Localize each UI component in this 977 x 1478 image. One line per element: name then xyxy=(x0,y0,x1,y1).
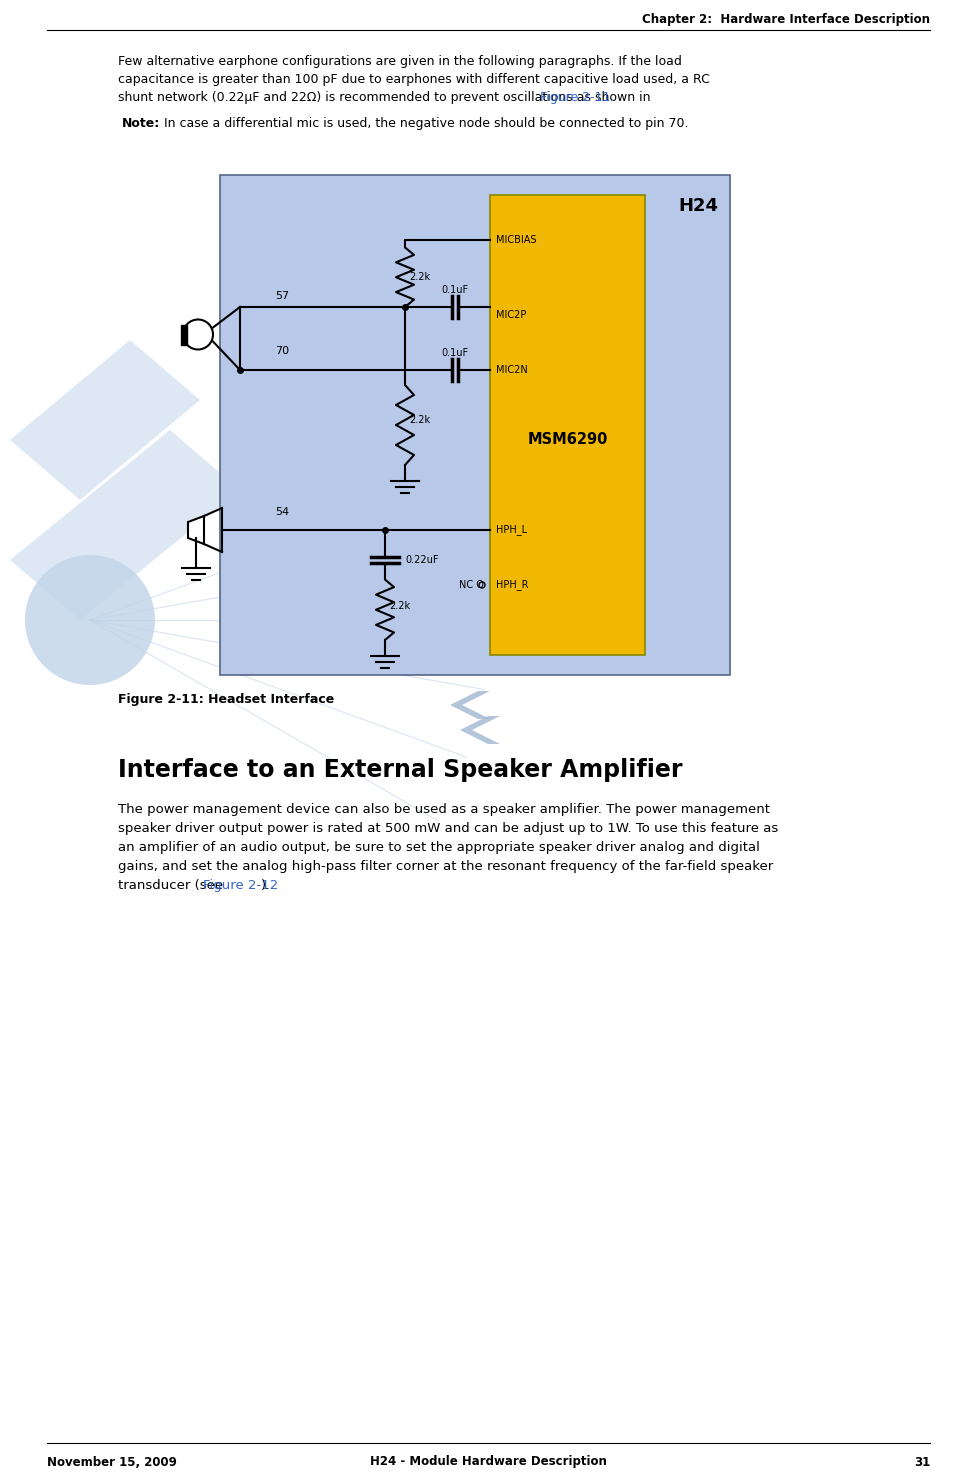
Text: Few alternative earphone configurations are given in the following paragraphs. I: Few alternative earphone configurations … xyxy=(118,55,682,68)
Text: 0.1uF: 0.1uF xyxy=(442,285,469,296)
Text: MSM6290: MSM6290 xyxy=(528,433,608,448)
Text: ).: ). xyxy=(261,879,271,893)
Text: MIC2P: MIC2P xyxy=(496,310,527,321)
Polygon shape xyxy=(10,340,200,500)
Bar xyxy=(181,325,187,344)
Text: capacitance is greater than 100 pF due to earphones with different capacitive lo: capacitance is greater than 100 pF due t… xyxy=(118,72,710,86)
Circle shape xyxy=(25,556,155,684)
Text: Figure 2-12: Figure 2-12 xyxy=(203,879,278,893)
Text: 0.22uF: 0.22uF xyxy=(405,556,439,565)
Text: 2.2k: 2.2k xyxy=(409,272,430,282)
Text: 54: 54 xyxy=(275,507,289,517)
Text: Interface to an External Speaker Amplifier: Interface to an External Speaker Amplifi… xyxy=(118,758,683,782)
Text: MICBIAS: MICBIAS xyxy=(496,235,536,245)
Text: 57: 57 xyxy=(275,291,289,302)
Polygon shape xyxy=(450,692,490,718)
Text: The power management device can also be used as a speaker amplifier. The power m: The power management device can also be … xyxy=(118,803,770,816)
Text: shunt network (0.22μF and 22Ω) is recommended to prevent oscillations as shown i: shunt network (0.22μF and 22Ω) is recomm… xyxy=(118,92,655,103)
Text: 70: 70 xyxy=(275,346,289,356)
Text: gains, and set the analog high-pass filter corner at the resonant frequency of t: gains, and set the analog high-pass filt… xyxy=(118,860,773,873)
Text: Note:: Note: xyxy=(122,117,160,130)
Text: Figure 2-11: Headset Interface: Figure 2-11: Headset Interface xyxy=(118,693,334,706)
Text: 2.2k: 2.2k xyxy=(389,602,410,610)
Bar xyxy=(220,174,730,675)
Text: 2.2k: 2.2k xyxy=(409,415,430,426)
Text: NC O: NC O xyxy=(459,579,484,590)
Bar xyxy=(490,195,645,655)
Text: Figure 2-11.: Figure 2-11. xyxy=(540,92,615,103)
Text: speaker driver output power is rated at 500 mW and can be adjust up to 1W. To us: speaker driver output power is rated at … xyxy=(118,822,779,835)
Text: HPH_L: HPH_L xyxy=(496,525,528,535)
Text: November 15, 2009: November 15, 2009 xyxy=(47,1456,177,1469)
Polygon shape xyxy=(188,516,204,544)
Text: an amplifier of an audio output, be sure to set the appropriate speaker driver a: an amplifier of an audio output, be sure… xyxy=(118,841,760,854)
Text: transducer (see: transducer (see xyxy=(118,879,228,893)
Text: In case a differential mic is used, the negative node should be connected to pin: In case a differential mic is used, the … xyxy=(156,117,689,130)
Text: HPH_R: HPH_R xyxy=(496,579,529,590)
Text: MIC2N: MIC2N xyxy=(496,365,528,375)
Polygon shape xyxy=(460,715,500,743)
Text: H24: H24 xyxy=(678,197,718,214)
Text: Chapter 2:  Hardware Interface Description: Chapter 2: Hardware Interface Descriptio… xyxy=(642,13,930,27)
Text: 0.1uF: 0.1uF xyxy=(442,347,469,358)
Text: 31: 31 xyxy=(913,1456,930,1469)
Polygon shape xyxy=(10,430,240,619)
Text: H24 - Module Hardware Description: H24 - Module Hardware Description xyxy=(369,1456,607,1469)
